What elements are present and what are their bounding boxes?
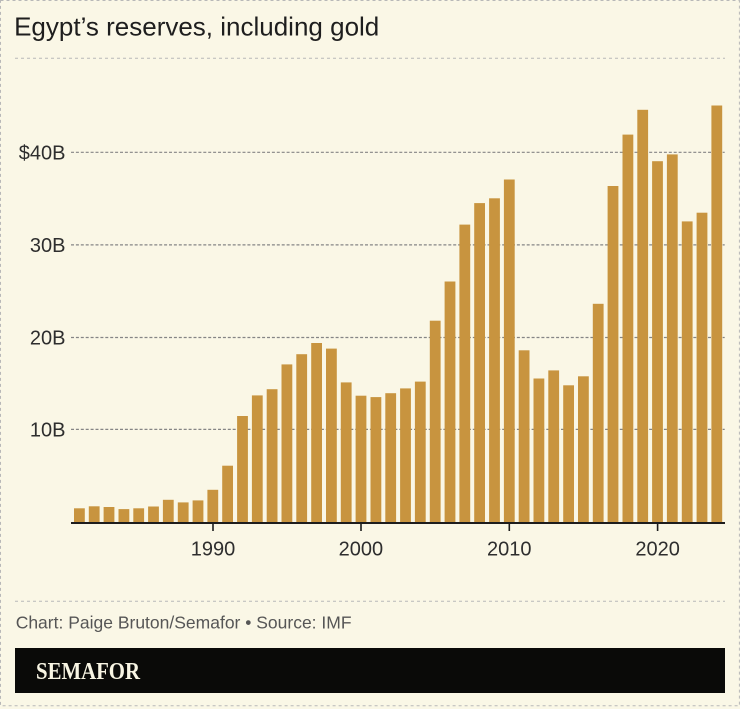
svg-text:2020: 2020 [635,539,680,561]
svg-text:2010: 2010 [487,539,532,561]
svg-text:30B: 30B [30,235,66,257]
svg-text:SEMAFOR: SEMAFOR [36,658,140,685]
svg-text:$40B: $40B [19,143,66,165]
svg-text:10B: 10B [30,420,66,442]
svg-text:2000: 2000 [339,539,384,561]
svg-text:1990: 1990 [191,539,236,561]
svg-text:Chart: Paige Bruton/Semafor •: Chart: Paige Bruton/Semafor • Source: IM… [16,612,352,632]
svg-text:20B: 20B [30,328,66,350]
svg-text:Egypt’s reserves, including go: Egypt’s reserves, including gold [14,12,379,42]
